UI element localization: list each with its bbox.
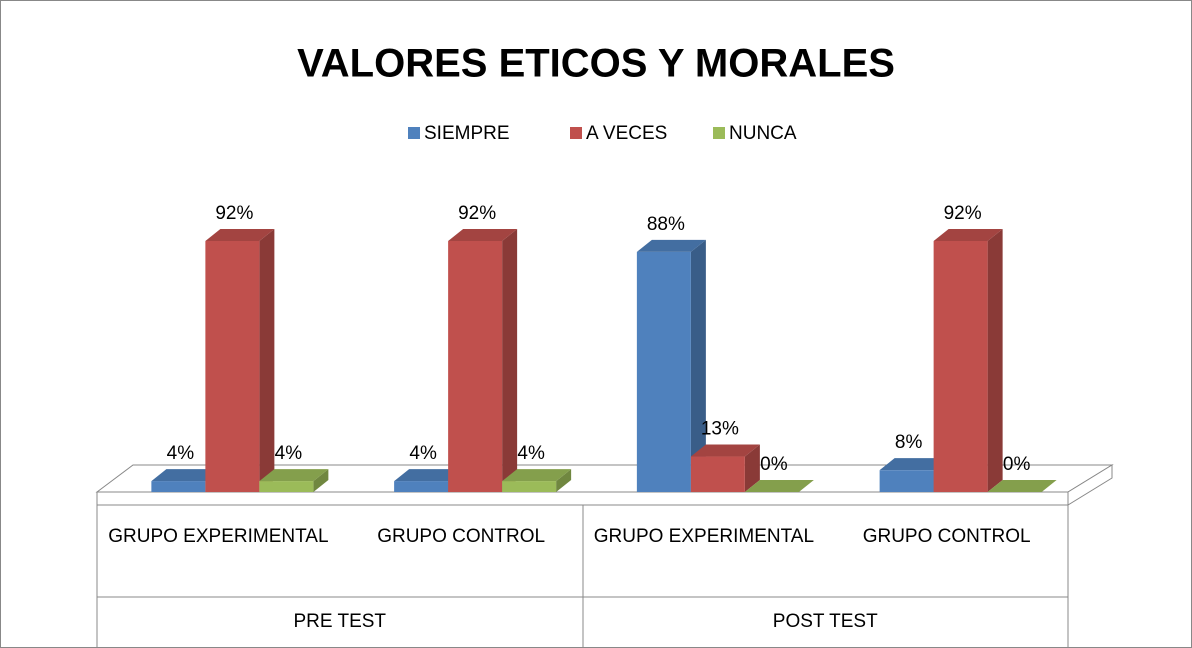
bar-top — [205, 229, 275, 241]
bar-side — [259, 229, 275, 492]
bar-top — [448, 229, 518, 241]
bar-top — [744, 480, 814, 492]
data-label: 0% — [1003, 454, 1031, 475]
bar-top — [987, 480, 1057, 492]
group-label: PRE TEST — [293, 611, 387, 632]
legend-label: SIEMPRE — [424, 123, 510, 144]
x-tick-label: GRUPO CONTROL — [862, 526, 1031, 547]
data-label: 4% — [409, 443, 437, 464]
bar-front — [690, 456, 745, 492]
bar-top — [259, 469, 329, 482]
bar-front — [636, 251, 691, 492]
bar-side — [502, 229, 518, 492]
data-label: 92% — [458, 203, 496, 224]
bar-side — [744, 444, 760, 492]
data-label: 92% — [215, 203, 253, 224]
bar-top — [151, 469, 221, 482]
bar-top — [394, 469, 464, 482]
x-tick-label: GRUPO EXPERIMENTAL — [108, 526, 329, 547]
bar-front — [448, 241, 503, 492]
data-label: 13% — [701, 419, 739, 440]
bar-front — [933, 241, 988, 492]
data-label: 8% — [895, 432, 923, 453]
category-table — [96, 505, 1069, 648]
bar-front — [205, 241, 260, 492]
data-label: 0% — [760, 454, 788, 475]
legend-swatch — [713, 127, 725, 139]
group-label: POST TEST — [772, 611, 878, 632]
bar-front — [502, 481, 557, 492]
bar-side — [690, 239, 706, 492]
data-label: 88% — [647, 214, 685, 235]
x-tick-label: GRUPO CONTROL — [377, 526, 546, 547]
bar-side — [556, 469, 572, 492]
bar-side — [313, 469, 329, 492]
bar-top — [502, 469, 572, 482]
chart-title: VALORES ETICOS Y MORALES — [297, 42, 895, 86]
legend-swatch — [408, 127, 420, 139]
data-label: 4% — [517, 443, 545, 464]
bar — [987, 480, 1057, 492]
bar — [933, 229, 1003, 492]
data-label: 4% — [167, 443, 195, 464]
bar-top — [933, 229, 1003, 241]
bar-side — [987, 229, 1003, 492]
floor-edge — [96, 491, 1069, 506]
legend-swatch — [570, 127, 582, 139]
bar — [744, 480, 814, 492]
bar-front — [151, 481, 206, 492]
bar-front — [879, 470, 934, 492]
bar-top — [690, 444, 760, 457]
data-label: 4% — [275, 443, 303, 464]
bar — [636, 239, 706, 492]
legend-label: NUNCA — [729, 123, 797, 144]
data-label: 92% — [944, 203, 982, 224]
bar — [690, 444, 760, 492]
bar — [205, 229, 275, 492]
legend-label: A VECES — [586, 123, 667, 144]
bar-top — [879, 458, 949, 471]
x-tick-label: GRUPO EXPERIMENTAL — [593, 526, 815, 547]
bar-front — [259, 481, 314, 492]
bar — [448, 229, 518, 492]
bar-front — [394, 481, 449, 492]
floor-edge — [1067, 464, 1113, 506]
bar — [259, 469, 329, 492]
bar — [502, 469, 572, 492]
bar-top — [636, 239, 706, 252]
